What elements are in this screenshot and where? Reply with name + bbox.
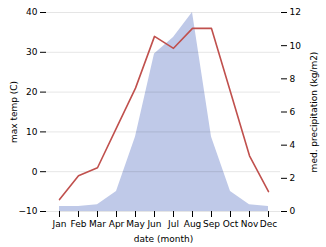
svg-text:Mar: Mar xyxy=(89,219,106,229)
svg-text:8: 8 xyxy=(290,74,296,84)
svg-text:Nov: Nov xyxy=(241,219,259,229)
svg-text:0: 0 xyxy=(290,206,296,216)
svg-text:2: 2 xyxy=(290,173,296,183)
svg-text:−10: −10 xyxy=(19,206,38,216)
svg-text:6: 6 xyxy=(290,107,296,117)
svg-text:max temp (C): max temp (C) xyxy=(9,81,19,143)
svg-text:Aug: Aug xyxy=(184,219,202,229)
svg-text:10: 10 xyxy=(290,41,302,51)
svg-text:Sep: Sep xyxy=(203,219,220,229)
svg-text:40: 40 xyxy=(26,7,38,17)
svg-text:20: 20 xyxy=(26,87,38,97)
svg-text:May: May xyxy=(126,219,145,229)
svg-text:Dec: Dec xyxy=(260,219,277,229)
svg-text:12: 12 xyxy=(290,7,301,17)
svg-text:date (month): date (month) xyxy=(134,234,193,244)
svg-text:Apr: Apr xyxy=(109,219,125,229)
svg-text:4: 4 xyxy=(290,140,296,150)
svg-text:Jul: Jul xyxy=(167,219,179,229)
svg-text:30: 30 xyxy=(26,47,38,57)
svg-text:med. precipitation (kg/m2): med. precipitation (kg/m2) xyxy=(309,52,319,173)
svg-text:Oct: Oct xyxy=(223,219,239,229)
svg-text:Jan: Jan xyxy=(52,219,67,229)
svg-text:Feb: Feb xyxy=(71,219,87,229)
svg-text:10: 10 xyxy=(26,127,38,137)
svg-text:0: 0 xyxy=(32,167,38,177)
svg-text:Jun: Jun xyxy=(146,219,161,229)
